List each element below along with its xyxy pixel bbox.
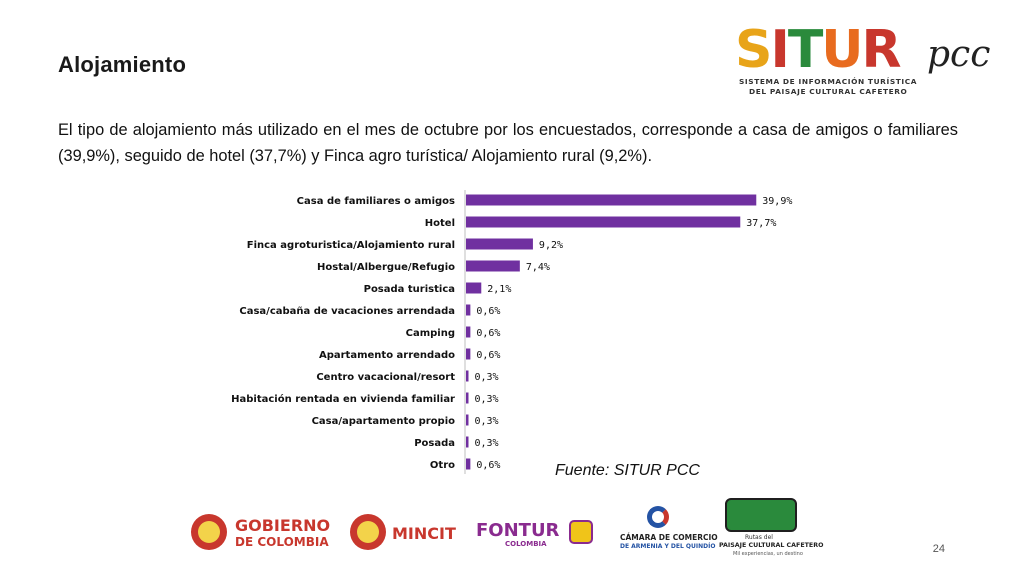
bar [466, 260, 520, 272]
fontur-logo-sub: COLOMBIA [505, 540, 547, 548]
situr-logo-word: SITUR [735, 20, 902, 80]
bar [466, 436, 469, 448]
colombia-seal-icon [191, 514, 227, 550]
value-label: 37,7% [746, 218, 776, 229]
bar [466, 216, 741, 228]
logo-subtitle-1: SISTEMA DE INFORMACIÓN TURÍSTICA [739, 77, 918, 86]
bar [466, 194, 757, 206]
mincit-seal-icon [350, 514, 386, 550]
bar [466, 282, 482, 294]
mincit-logo: MINCIT [392, 524, 456, 543]
value-label: 0,3% [475, 372, 499, 383]
category-label: Centro vacacional/resort [316, 372, 455, 383]
logo-letter: U [821, 20, 863, 80]
value-label: 0,6% [476, 328, 500, 339]
category-label: Hostal/Albergue/Refugio [317, 262, 455, 273]
rutas-logo-line1: Rutas del [745, 534, 773, 541]
bar [466, 238, 533, 250]
bar [466, 348, 471, 360]
category-label: Casa/cabaña de vacaciones arrendada [239, 306, 455, 317]
category-label: Habitación rentada en vivienda familiar [231, 393, 455, 405]
value-label: 0,6% [476, 306, 500, 317]
category-label: Posada turistica [364, 284, 455, 295]
category-label: Camping [406, 328, 455, 339]
category-label: Posada [414, 438, 455, 449]
value-label: 7,4% [526, 262, 550, 273]
colombia-co-icon [569, 520, 593, 544]
page-number: 24 [932, 543, 945, 555]
bar [466, 304, 471, 316]
bar [466, 392, 469, 404]
value-label: 0,3% [475, 416, 499, 427]
value-label: 9,2% [539, 240, 563, 251]
category-label: Hotel [425, 218, 455, 229]
logo-letter: R [861, 20, 902, 80]
logo-letter: S [735, 20, 772, 80]
logo-pcc: pcc [927, 34, 991, 75]
gobierno-logo-line1: GOBIERNO [235, 516, 331, 535]
value-label: 0,3% [475, 438, 499, 449]
source-note: Fuente: SITUR PCC [555, 462, 700, 479]
rutas-logo-line2: PAISAJE CULTURAL CAFETERO [719, 542, 824, 549]
logo-letter: T [787, 20, 824, 80]
category-label: Finca agroturistica/Alojamiento rural [247, 240, 455, 251]
value-label: 2,1% [487, 284, 511, 295]
rutas-paisaje-icon [725, 498, 797, 532]
gobierno-logo-line2: DE COLOMBIA [235, 535, 329, 549]
rutas-logo-line3: Mil experiencias, un destino [733, 551, 803, 557]
value-label: 0,6% [476, 350, 500, 361]
page-title: Alojamiento [58, 52, 187, 77]
logo-subtitle-2: DEL PAISAJE CULTURAL CAFETERO [749, 87, 908, 96]
bar [466, 370, 469, 382]
category-label: Casa/apartamento propio [312, 416, 456, 427]
bar [466, 414, 469, 426]
footer-logos: GOBIERNO DE COLOMBIA MINCIT FONTUR COLOM… [185, 498, 825, 558]
value-label: 0,3% [475, 394, 499, 405]
category-label: Otro [430, 460, 455, 471]
situr-pcc-logo: SITUR pcc SISTEMA DE INFORMACIÓN TURÍSTI… [735, 20, 1005, 100]
summary-paragraph: El tipo de alojamiento más utilizado en … [58, 121, 958, 165]
logo-letter: I [770, 20, 789, 80]
category-label: Apartamento arrendado [319, 350, 455, 361]
camara-comercio-icon [647, 506, 669, 528]
value-label: 0,6% [476, 460, 500, 471]
bar [466, 458, 471, 470]
fontur-logo: FONTUR [476, 520, 560, 541]
category-label: Casa de familiares o amigos [297, 196, 455, 207]
bar [466, 326, 471, 338]
camara-logo-line1: CÁMARA DE COMERCIO [620, 533, 718, 542]
value-label: 39,9% [762, 196, 792, 207]
camara-logo-line2: DE ARMENIA Y DEL QUINDÍO [620, 543, 716, 550]
